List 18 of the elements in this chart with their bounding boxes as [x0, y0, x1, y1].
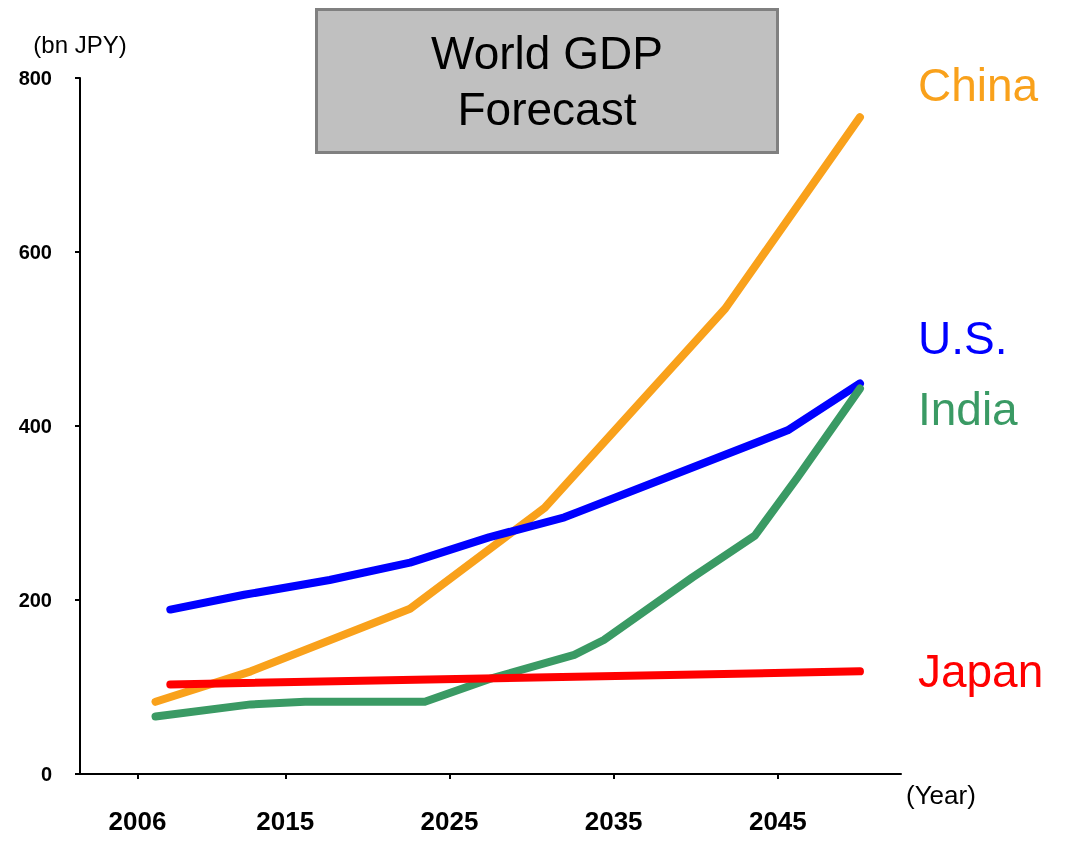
series-label: India — [917, 382, 1019, 435]
y-tick-label: 600 — [18, 241, 52, 263]
x-tick-label: 2015 — [256, 806, 315, 836]
y-tick-label: 200 — [18, 589, 52, 611]
x-tick-label: 2045 — [748, 806, 807, 836]
series-label: China — [917, 59, 1039, 112]
y-tick-label: 0 — [40, 763, 52, 785]
y-tick-label: 800 — [18, 67, 52, 89]
y-tick-label: 400 — [18, 415, 52, 437]
y-axis-title: (bn JPY) — [33, 30, 127, 58]
series-label: Japan — [917, 645, 1044, 698]
title-box: World GDP Forecast — [315, 8, 779, 154]
x-tick-label: 2025 — [420, 806, 479, 836]
x-tick-label: 2035 — [584, 806, 643, 836]
series-label: U.S. — [917, 312, 1008, 365]
x-axis-title: (Year) — [906, 780, 976, 810]
chart-title: World GDP Forecast — [430, 26, 664, 137]
x-tick-label: 2006 — [108, 806, 167, 836]
